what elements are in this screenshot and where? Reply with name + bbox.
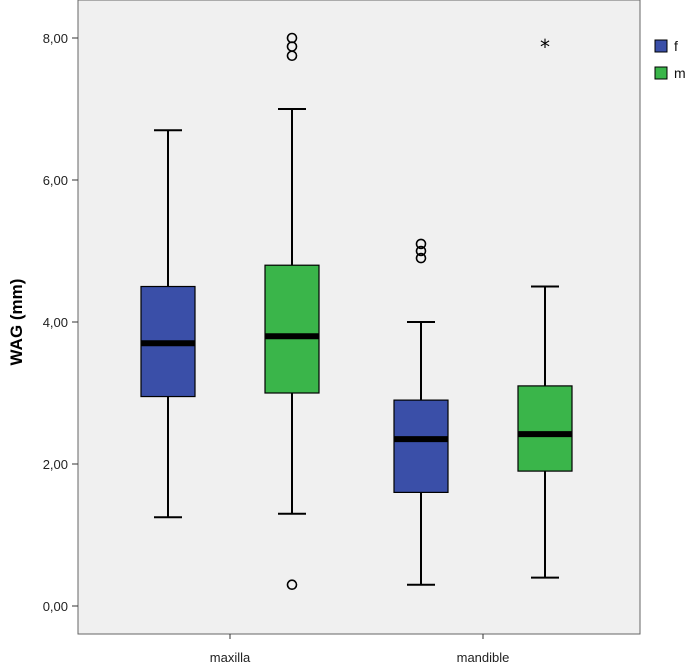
y-tick-label: 6,00 <box>43 173 68 188</box>
legend-swatch-f <box>654 39 668 53</box>
legend: fm <box>654 38 685 81</box>
y-axis: 0,00 2,00 4,00 6,00 8,00 <box>43 31 78 614</box>
box-m-maxilla <box>264 32 320 591</box>
y-tick-label: 8,00 <box>43 31 68 46</box>
outlier-point <box>415 245 427 257</box>
outlier-point <box>286 579 298 591</box>
x-tick-label: maxilla <box>210 650 251 665</box>
outlier-point <box>415 238 427 250</box>
legend-swatch-m <box>654 66 668 80</box>
iqr-box <box>393 399 449 494</box>
y-axis-title: WAG (mm) <box>7 279 26 366</box>
extreme-point: * <box>540 35 550 59</box>
y-tick-label: 2,00 <box>43 457 68 472</box>
x-axis: maxilla mandible <box>210 634 510 665</box>
iqr-box <box>264 264 320 394</box>
iqr-box <box>517 385 573 472</box>
outlier-point <box>286 32 298 44</box>
box-f-maxilla <box>140 129 196 519</box>
box-m-mandible: * <box>517 35 573 579</box>
y-tick-label: 0,00 <box>43 599 68 614</box>
outlier-point <box>415 252 427 264</box>
box-f-mandible <box>393 238 449 586</box>
legend-label-m: m <box>674 65 685 81</box>
box-group: * <box>140 32 573 591</box>
y-tick-label: 4,00 <box>43 315 68 330</box>
x-tick-label: mandible <box>457 650 510 665</box>
legend-label-f: f <box>674 38 678 54</box>
